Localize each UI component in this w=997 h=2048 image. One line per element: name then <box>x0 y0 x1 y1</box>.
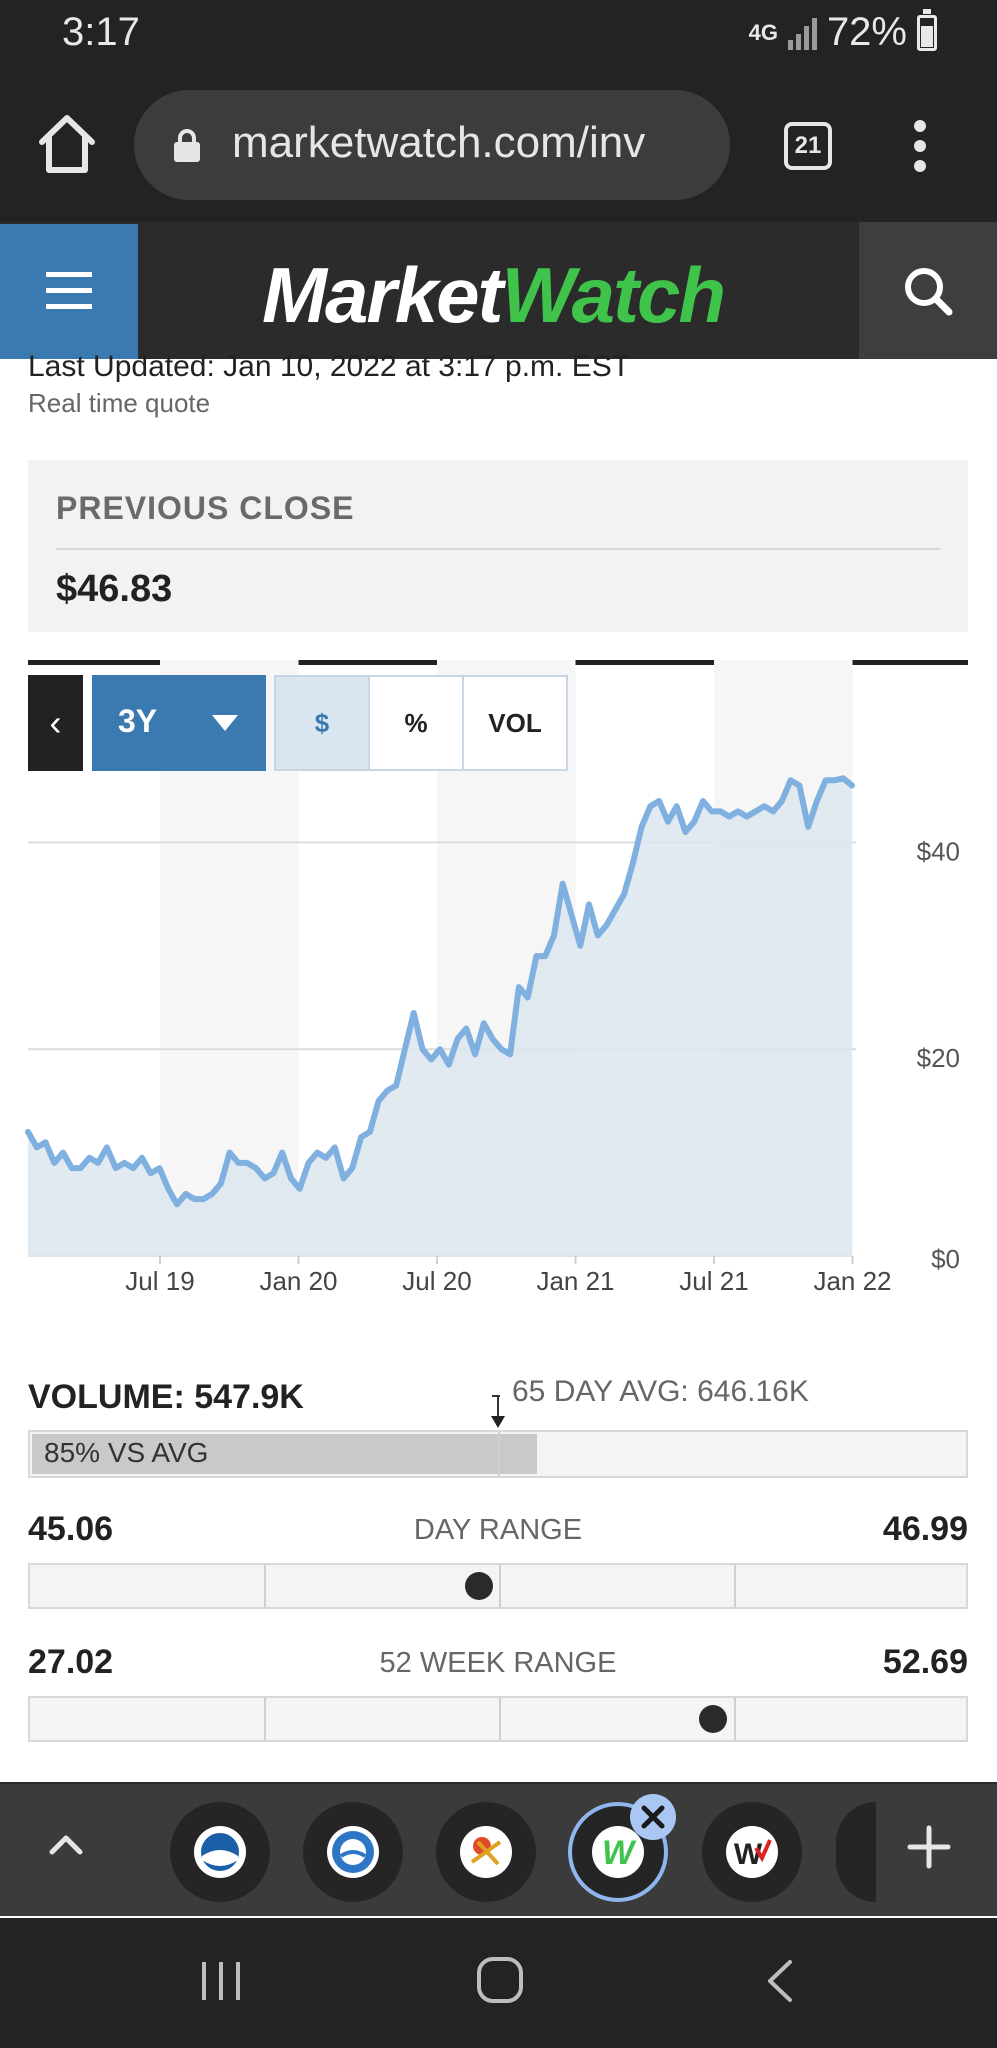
status-time: 3:17 <box>62 10 140 54</box>
day-range-marker <box>465 1572 494 1600</box>
volume-average-tick <box>498 1432 500 1476</box>
week52-range-low: 27.02 <box>28 1643 114 1681</box>
range-tick <box>734 1565 736 1607</box>
new-tab-plus-icon[interactable] <box>906 1824 952 1870</box>
time-range-dropdown[interactable]: 3Y <box>92 675 266 771</box>
mode-dollar-button[interactable]: $ <box>274 675 370 771</box>
tab-thumbnail-wsj[interactable]: W <box>702 1802 802 1902</box>
recent-apps-icon[interactable] <box>196 1958 246 2004</box>
site-favicon-icon <box>460 1826 512 1878</box>
x-tick-label: Jan 20 <box>259 1266 337 1296</box>
price-area <box>28 778 852 1256</box>
search-icon <box>905 268 953 316</box>
previous-close-value: $46.83 <box>56 568 173 610</box>
realtime-quote-label: Real time quote <box>28 388 211 418</box>
marketwatch-favicon-icon: W <box>592 1826 644 1878</box>
range-tick <box>499 1698 501 1740</box>
range-tick <box>264 1565 266 1607</box>
last-updated-text: Last Updated: Jan 10, 2022 at 3:17 p.m. … <box>28 350 631 383</box>
system-nav-bar <box>0 1918 997 2048</box>
chart-back-button[interactable]: ‹ <box>28 675 83 771</box>
status-indicators: 4G 72% <box>748 8 937 55</box>
week52-range-marker <box>699 1705 728 1733</box>
y-tick-label: $0 <box>931 1244 960 1274</box>
range-tick <box>264 1698 266 1740</box>
site-favicon-icon: W <box>726 1826 778 1878</box>
x-tick-label: Jan 21 <box>536 1266 614 1296</box>
tab-thumbnail-partial[interactable] <box>836 1802 876 1902</box>
back-nav-icon[interactable] <box>760 1958 800 2004</box>
previous-close-label: PREVIOUS CLOSE <box>56 490 355 526</box>
y-tick-label: $40 <box>917 836 960 866</box>
volume-label: VOLUME: 547.9K <box>28 1378 304 1416</box>
tab-thumbnail-site[interactable] <box>436 1802 536 1902</box>
price-chart-svg: $40 $20 $0 Jul 19 Jan 20 Jul 20 Jan 21 Jul 21 Ja… <box>25 660 960 1296</box>
tab-thumbnail-noaa[interactable] <box>170 1802 270 1902</box>
close-tab-icon[interactable] <box>630 1794 676 1840</box>
logo-market: Market <box>262 251 503 339</box>
volume-bar-fill <box>32 1434 537 1474</box>
signal-icon <box>787 16 817 50</box>
week52-range-high: 52.69 <box>882 1643 968 1681</box>
x-tick-label: Jul 19 <box>125 1266 194 1296</box>
home-icon[interactable] <box>36 110 98 176</box>
volume-bar: 85% VS AVG <box>28 1430 968 1478</box>
hamburger-menu-icon[interactable] <box>0 224 138 359</box>
tab-switcher-button[interactable]: 21 <box>784 122 832 170</box>
day-range-low: 45.06 <box>28 1510 114 1548</box>
search-button[interactable] <box>859 222 997 359</box>
lock-icon <box>174 129 200 162</box>
overflow-menu-icon[interactable] <box>908 120 932 176</box>
logo-watch: Watch <box>501 251 726 339</box>
mode-volume-button[interactable]: VOL <box>462 675 568 771</box>
battery-percent: 72% <box>826 10 907 54</box>
x-tick-label: Jul 21 <box>679 1266 748 1296</box>
y-tick-label: $20 <box>917 1043 960 1073</box>
chevron-up-icon[interactable] <box>46 1824 86 1864</box>
divider <box>56 548 940 550</box>
bottom-tab-strip: W W <box>0 1782 997 1916</box>
tab-thumbnail-nws[interactable] <box>303 1802 403 1902</box>
home-nav-icon[interactable] <box>474 1954 526 2006</box>
address-bar[interactable]: marketwatch.com/inv <box>134 90 730 200</box>
url-text[interactable]: marketwatch.com/inv <box>232 118 646 167</box>
avg-marker-icon <box>491 1395 505 1428</box>
svg-text:W: W <box>602 1834 637 1872</box>
day-range-bar <box>28 1563 968 1609</box>
day-range-label: DAY RANGE <box>413 1514 583 1546</box>
time-range-label: 3Y <box>118 703 158 739</box>
week52-range-bar <box>28 1696 968 1742</box>
mode-percent-button[interactable]: % <box>368 675 464 771</box>
range-tick <box>499 1565 501 1607</box>
day-range-high: 46.99 <box>882 1510 968 1548</box>
network-indicator: 4G <box>748 19 778 45</box>
range-tick <box>734 1698 736 1740</box>
site-header: MarketWatch <box>0 222 997 359</box>
volume-vs-avg-label: 85% VS AVG <box>44 1437 209 1468</box>
price-line <box>25 775 855 1208</box>
previous-close-panel: PREVIOUS CLOSE $46.83 <box>28 460 968 632</box>
x-tick-label: Jan 22 <box>813 1266 891 1296</box>
status-bar: 3:17 4G 72% <box>0 0 997 66</box>
nws-icon <box>327 1826 379 1878</box>
volume-average-label: 65 DAY AVG: 646.16K <box>512 1375 809 1408</box>
week52-range-label: 52 WEEK RANGE <box>379 1647 617 1679</box>
price-chart: $40 $20 $0 Jul 19 Jan 20 Jul 20 Jan 21 Jul 21 Ja… <box>0 660 997 1320</box>
battery-icon <box>917 8 937 51</box>
caret-down-icon <box>212 715 238 731</box>
site-logo[interactable]: MarketWatch <box>262 250 726 341</box>
browser-toolbar: marketwatch.com/inv 21 <box>0 66 997 222</box>
noaa-icon <box>194 1826 246 1878</box>
x-tick-label: Jul 20 <box>402 1266 471 1296</box>
